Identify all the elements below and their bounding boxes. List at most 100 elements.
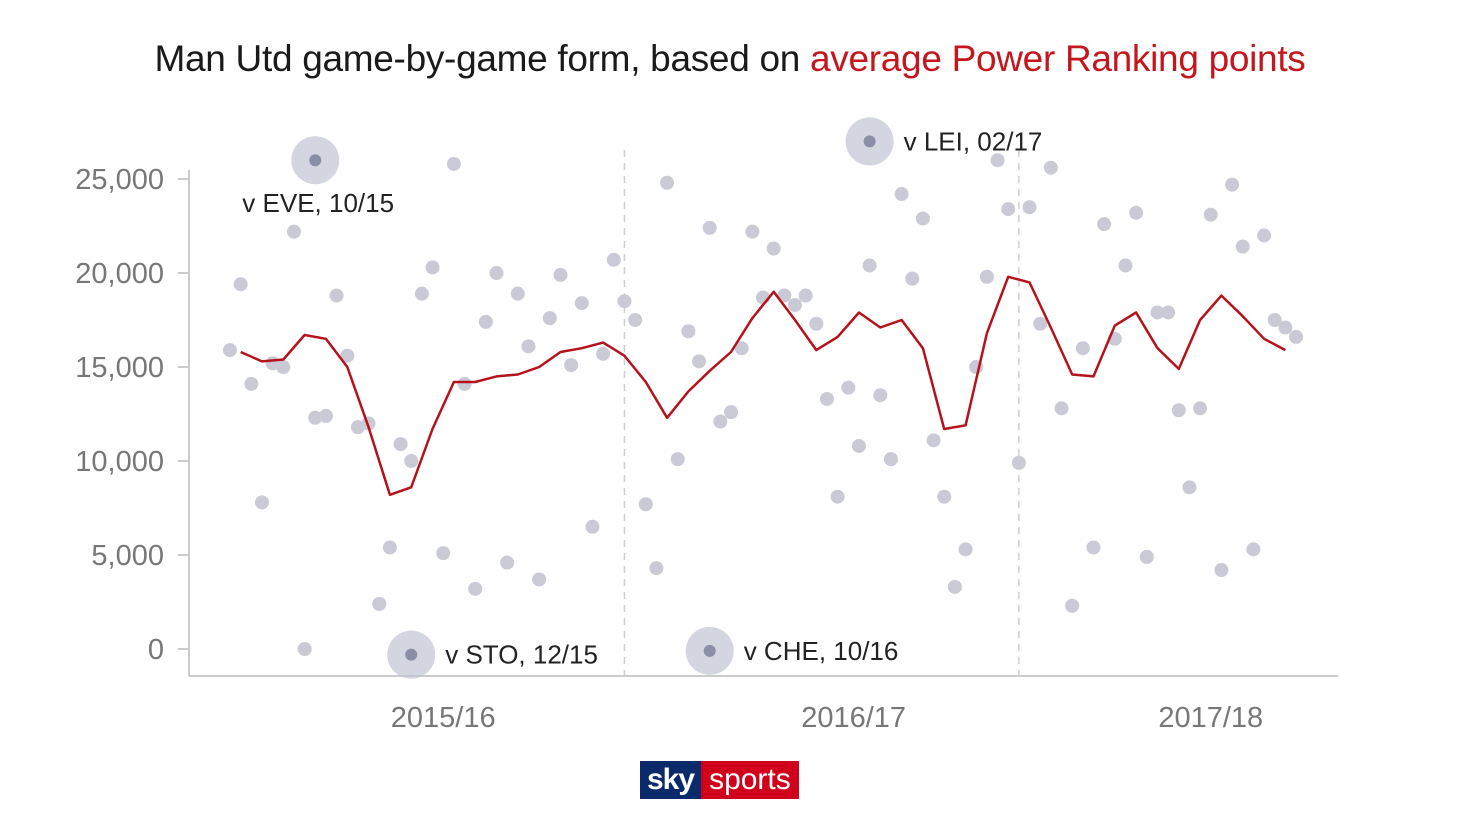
game-dot — [937, 489, 952, 504]
game-dot — [414, 286, 429, 301]
game-dot — [1289, 329, 1304, 344]
game-dot — [350, 420, 365, 435]
game-dot — [478, 314, 493, 329]
game-dot — [692, 354, 707, 369]
game-dot — [905, 271, 920, 286]
game-dot — [372, 596, 387, 611]
game-dot — [798, 288, 813, 303]
game-dot — [564, 358, 579, 373]
game-dot — [926, 433, 941, 448]
game-dot — [862, 258, 877, 273]
season-dividers-layer — [623, 150, 1020, 676]
game-dot — [446, 156, 461, 171]
game-dot — [318, 408, 333, 423]
game-dot — [457, 376, 472, 391]
game-dot — [308, 410, 323, 425]
game-dot — [1214, 563, 1229, 578]
chart-title: Man Utd game-by-game form, based on aver… — [0, 38, 1460, 80]
game-dot — [1054, 401, 1069, 416]
game-dot — [1086, 540, 1101, 555]
game-dot — [329, 288, 344, 303]
game-dot — [276, 360, 291, 374]
game-dot — [1011, 455, 1026, 470]
game-dot — [777, 288, 792, 303]
game-dot — [1278, 320, 1293, 335]
chart-title-prefix: Man Utd game-by-game form, based on — [154, 38, 810, 79]
game-dot — [883, 452, 898, 467]
sky-logo-text: sky — [640, 761, 702, 799]
game-dot — [223, 343, 237, 358]
game-dot — [425, 260, 440, 275]
game-dot — [468, 581, 483, 596]
game-dot — [1043, 160, 1058, 175]
game-dot — [894, 187, 909, 202]
game-dot — [1257, 228, 1272, 243]
y-tick-label: 25,000 — [75, 164, 164, 196]
game-dot — [404, 454, 419, 468]
game-dot — [628, 313, 643, 327]
game-dot — [1182, 480, 1197, 495]
annotation-label: v EVE, 10/15 — [242, 188, 394, 218]
game-dot — [532, 572, 547, 587]
game-dot — [819, 391, 834, 406]
game-dot — [1118, 258, 1133, 273]
x-season-label: 2017/18 — [1158, 702, 1263, 734]
game-dot — [574, 296, 589, 311]
game-dot — [254, 495, 269, 510]
game-dot — [1075, 341, 1090, 356]
game-dot — [638, 497, 653, 512]
game-dot — [1225, 177, 1240, 192]
annotation-dot — [309, 154, 322, 167]
game-dot — [1129, 205, 1144, 220]
game-dot — [340, 348, 355, 363]
game-dot — [841, 380, 856, 395]
game-dot — [809, 316, 824, 331]
game-dot — [1022, 200, 1037, 215]
form-line-layer — [240, 275, 1286, 497]
game-dot — [1161, 305, 1176, 320]
y-tick-label: 5,000 — [91, 540, 164, 572]
game-dot — [851, 438, 866, 453]
game-dot — [1033, 316, 1048, 331]
game-dot — [713, 414, 728, 429]
game-dot — [233, 277, 248, 292]
annotation-label: v LEI, 02/17 — [904, 126, 1043, 156]
game-dot — [1267, 313, 1282, 327]
game-dot — [1235, 239, 1250, 254]
annotation-dot — [863, 135, 876, 148]
game-dot — [1065, 598, 1080, 613]
game-dot — [1203, 207, 1218, 222]
game-dot — [617, 294, 632, 309]
annotation-label: v STO, 12/15 — [445, 640, 598, 670]
game-dot — [1150, 305, 1165, 320]
game-dot — [1171, 403, 1186, 418]
game-dot — [745, 224, 760, 239]
game-dot — [382, 540, 397, 555]
y-tick-label: 10,000 — [75, 446, 164, 478]
game-dot — [670, 452, 685, 467]
game-dot — [947, 579, 962, 594]
game-dots-layer — [223, 153, 1304, 656]
axes-layer: 0 5,000 10,000 15,000 20,000 25,000 2015/16 201… — [75, 164, 1338, 734]
game-dot — [436, 546, 451, 561]
game-dot — [766, 241, 781, 256]
game-dot — [286, 224, 301, 239]
game-dot — [830, 489, 845, 504]
game-dot — [1139, 549, 1154, 564]
x-season-label: 2016/17 — [801, 702, 906, 734]
sports-logo-text: sports — [701, 761, 799, 799]
y-tick-label: 0 — [148, 634, 164, 666]
chart-title-highlight: average Power Ranking points — [810, 38, 1306, 79]
game-dot — [244, 376, 259, 391]
game-dot — [649, 561, 664, 576]
game-dot — [393, 437, 408, 452]
game-dot — [1097, 217, 1112, 232]
game-dot — [606, 252, 621, 267]
game-dot — [724, 405, 739, 420]
game-dot — [681, 324, 696, 339]
game-dot — [585, 519, 600, 534]
game-dot — [702, 220, 717, 235]
annotation-label: v CHE, 10/16 — [744, 636, 899, 666]
game-dot — [1246, 542, 1261, 557]
